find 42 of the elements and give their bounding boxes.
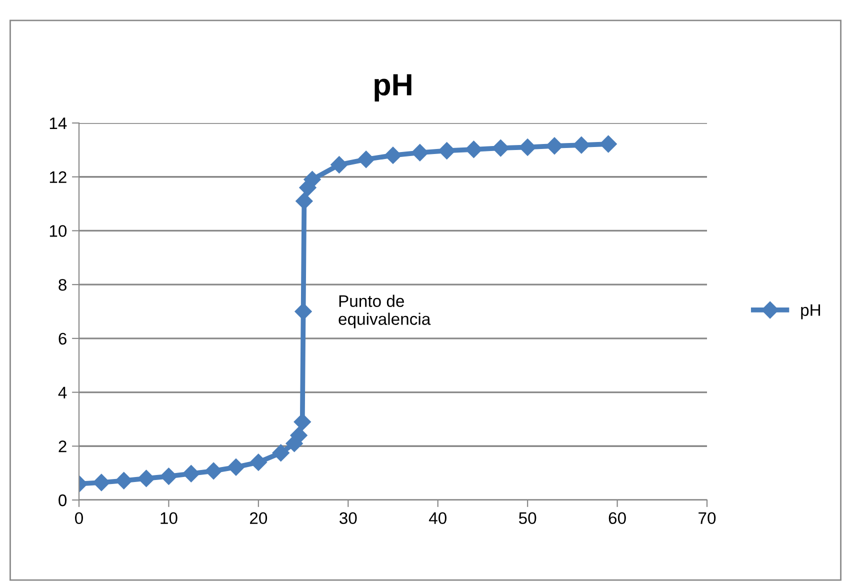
point: [519, 138, 536, 156]
x-tick-label: 60: [608, 512, 626, 524]
y-tick-label: 8: [58, 278, 66, 291]
point: [250, 454, 267, 471]
point: [600, 135, 617, 153]
x-tick-label: 20: [250, 512, 268, 524]
point: [546, 137, 564, 154]
point: [572, 136, 590, 154]
point: [411, 144, 428, 162]
y-tick-label: 2: [58, 440, 66, 452]
y-tick-label: 14: [50, 118, 67, 130]
x-tick-label: 50: [518, 512, 536, 524]
point: [92, 474, 110, 492]
point: [330, 156, 348, 174]
y-tick-label: 12: [50, 171, 66, 183]
point: [115, 472, 132, 490]
point: [438, 142, 456, 160]
chart-title: pH: [374, 74, 412, 102]
point: [272, 444, 290, 462]
point: [227, 458, 245, 476]
x-tick-label: 70: [698, 512, 716, 524]
point: [138, 470, 155, 488]
point: [205, 462, 222, 480]
x-tick-label: 10: [160, 512, 178, 524]
x-tick-label: 0: [75, 512, 83, 524]
point: [290, 426, 308, 444]
point: [182, 465, 200, 482]
point: [492, 139, 510, 157]
y-tick-label: 0: [58, 494, 67, 506]
x-tick-label: 40: [428, 512, 446, 524]
y-tick-label: 6: [58, 332, 66, 345]
legend-label: pH: [801, 304, 820, 320]
point: [294, 413, 311, 430]
point: [465, 140, 482, 158]
x-tick-label: 30: [340, 512, 357, 524]
y-tick-label: 10: [50, 225, 67, 237]
point: [384, 146, 402, 164]
annotation: Punto de equivalencia: [338, 294, 431, 328]
y-tick-label: 4: [58, 386, 67, 398]
point: [358, 150, 375, 168]
point: [160, 468, 178, 485]
point: [296, 192, 313, 210]
